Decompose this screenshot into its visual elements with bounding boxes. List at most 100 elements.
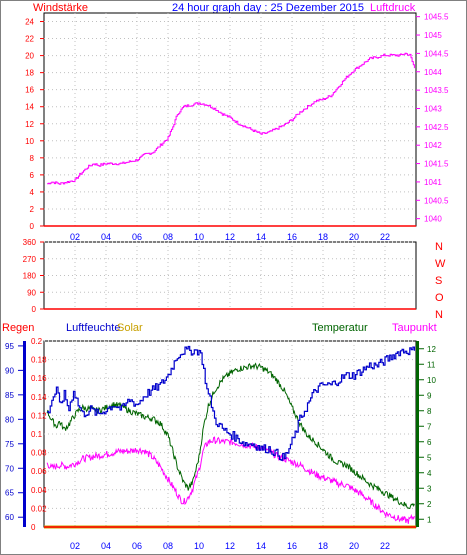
humidity-tick-label: 70 [5,464,14,473]
rain-tick-label: 0 [31,523,36,532]
rain-tick-label: 0.14 [31,393,47,402]
pressure-tick-label: 1040.5 [424,196,449,205]
panel3-label-rain: Regen [2,322,34,334]
wind-tick-label: 4 [30,188,35,197]
wind-tick-label: 0 [30,222,35,231]
temperature-tick-label: 3 [427,484,432,493]
humidity-axis-bar [23,341,26,527]
x-tick-label-p1: 22 [380,232,390,242]
panel1-frame [43,12,417,227]
wind-tick-label: 14 [25,103,34,112]
direction-tick-label: 90 [27,288,36,297]
wind-tick-label: 24 [25,18,34,27]
pressure-tick-label: 1042 [424,141,442,150]
wind-tick-label: 16 [25,86,34,95]
wind-tick-label: 2 [30,205,35,214]
humidity-tick-label: 75 [5,440,14,449]
series-taupunkt [46,436,415,524]
x-tick-label-p1: 06 [132,232,142,242]
x-tick-label-p3: 16 [287,541,297,551]
panel3-label-solar: Solar [117,322,143,334]
x-tick-label-p3: 12 [225,541,235,551]
x-tick-label-p3: 14 [256,541,266,551]
x-tick-label-p3: 02 [70,541,80,551]
panel1-right-label: Luftdruck [370,2,416,14]
panel3-label-dewpoint: Taupunkt [392,322,437,334]
x-tick-label-p1: 16 [287,232,297,242]
x-tick-label-p1: 02 [70,232,80,242]
x-tick-label-p1: 10 [194,232,204,242]
x-tick-label-p3: 08 [163,541,173,551]
rain-tick-label: 0.1 [31,430,43,439]
temperature-axis-bar [416,341,419,527]
compass-label: S [435,275,442,287]
rain-tick-label: 0.08 [31,449,47,458]
panel1-left-label: Windstärke [33,2,88,14]
wind-tick-label: 10 [25,137,34,146]
temperature-tick-label: 10 [427,376,436,385]
temperature-tick-label: 1 [427,515,432,524]
direction-tick-label: 360 [23,238,37,247]
wind-tick-label: 6 [30,171,35,180]
series-luftdruck [47,52,415,185]
humidity-tick-label: 90 [5,366,14,375]
x-tick-label-p1: 18 [318,232,328,242]
x-tick-label-p1: 04 [101,232,111,242]
pressure-tick-label: 1043 [424,104,442,113]
x-tick-label-p1: 20 [349,232,359,242]
pressure-tick-label: 1044 [424,68,442,77]
direction-tick-label: 0 [32,305,37,314]
compass-label: N [435,241,443,253]
temperature-tick-label: 8 [427,407,432,416]
pressure-tick-label: 1044.5 [424,49,449,58]
wind-tick-label: 8 [30,154,35,163]
temperature-tick-label: 4 [427,469,432,478]
chart-title: 24 hour graph day : 25 Dezember 2015 [172,2,364,14]
x-tick-label-p3: 20 [349,541,359,551]
pressure-tick-label: 1041 [424,178,442,187]
temperature-tick-label: 2 [427,500,432,509]
pressure-tick-label: 1042.5 [424,123,449,132]
x-tick-label-p1: 12 [225,232,235,242]
compass-label: O [435,292,444,304]
compass-label: W [435,258,446,270]
temperature-tick-label: 7 [427,422,432,431]
pressure-tick-label: 1045.5 [424,13,449,22]
x-tick-label-p3: 22 [380,541,390,551]
x-tick-label-p3: 18 [318,541,328,551]
temperature-tick-label: 12 [427,345,436,354]
compass-label: N [435,309,443,321]
x-tick-label-p3: 04 [101,541,111,551]
x-tick-label-p3: 10 [194,541,204,551]
humidity-tick-label: 80 [5,415,14,424]
wind-tick-label: 22 [25,35,34,44]
x-tick-label-p3: 06 [132,541,142,551]
rain-tick-label: 0.2 [31,337,43,346]
direction-tick-label: 270 [23,255,37,264]
x-tick-label-p1: 08 [163,232,173,242]
wind-tick-label: 18 [25,69,34,78]
rain-tick-label: 0.06 [31,467,47,476]
direction-tick-label: 180 [23,272,37,281]
pressure-tick-label: 1041.5 [424,160,449,169]
temperature-tick-label: 5 [427,453,432,462]
temperature-tick-label: 6 [427,438,432,447]
x-tick-label-p1: 14 [256,232,266,242]
panel3-label-temperature: Temperatur [312,322,368,334]
pressure-tick-label: 1043.5 [424,86,449,95]
temperature-tick-label: 11 [427,360,436,369]
temperature-tick-label: 9 [427,391,432,400]
humidity-tick-label: 95 [5,342,14,351]
panel3-label-humidity: Luftfeuchte [66,322,120,334]
series-temperatur [46,362,415,510]
rain-tick-label: 0.12 [31,411,47,420]
humidity-tick-label: 85 [5,391,14,400]
humidity-tick-label: 60 [5,513,14,522]
pressure-tick-label: 1040 [424,215,442,224]
humidity-tick-label: 65 [5,489,14,498]
rain-tick-label: 0.04 [31,486,47,495]
series-luftfeuchte [47,345,415,461]
wind-tick-label: 20 [25,52,34,61]
rain-tick-label: 0.18 [31,356,47,365]
